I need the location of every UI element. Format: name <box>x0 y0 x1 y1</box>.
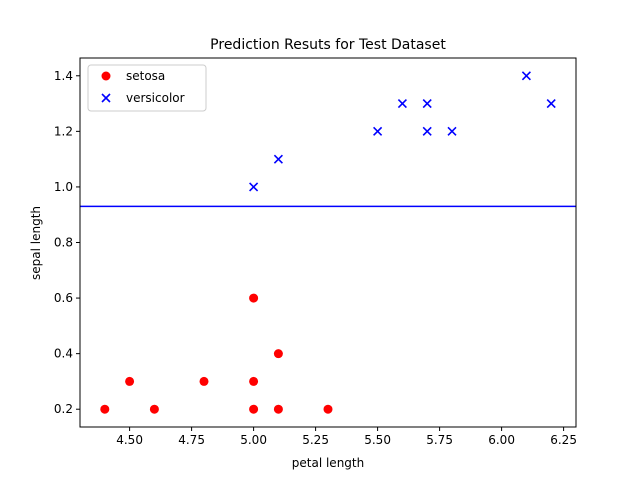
versicolor-point <box>273 154 283 164</box>
y-tick-label: 1.4 <box>54 69 73 83</box>
legend-marker-setosa <box>101 71 111 81</box>
legend-label-setosa: setosa <box>126 69 165 83</box>
setosa-point <box>323 404 333 414</box>
versicolor-point <box>546 99 556 109</box>
x-axis: 4.50 4.75 5.00 5.25 5.50 5.75 6.00 6.25 <box>116 427 577 447</box>
x-tick-label: 4.50 <box>116 433 143 447</box>
y-tick-label: 1.0 <box>54 180 73 194</box>
legend-label-versicolor: versicolor <box>126 91 185 105</box>
x-axis-label: petal length <box>292 456 364 470</box>
setosa-point <box>249 404 259 414</box>
versicolor-point <box>397 99 407 109</box>
y-tick-label: 0.8 <box>54 236 73 250</box>
chart-title: Prediction Resuts for Test Dataset <box>210 37 446 53</box>
setosa-point <box>125 376 135 386</box>
versicolor-point <box>373 126 383 136</box>
setosa-point <box>100 404 110 414</box>
x-tick-label: 6.00 <box>488 433 515 447</box>
y-tick-label: 1.2 <box>54 124 73 138</box>
setosa-point <box>199 376 209 386</box>
versicolor-point <box>422 126 432 136</box>
y-tick-label: 0.2 <box>54 402 73 416</box>
setosa-point <box>273 349 283 359</box>
x-tick-label: 4.75 <box>178 433 205 447</box>
x-tick-label: 5.75 <box>426 433 453 447</box>
y-axis-label: sepal length <box>29 206 43 280</box>
versicolor-point <box>521 71 531 81</box>
legend-box <box>87 64 207 112</box>
x-tick-label: 6.25 <box>550 433 577 447</box>
legend-marker-versicolor <box>101 93 111 103</box>
versicolor-point <box>422 99 432 109</box>
setosa-point <box>249 293 259 303</box>
plot-area <box>80 71 576 414</box>
setosa-point <box>149 404 159 414</box>
y-axis: 0.2 0.4 0.6 0.8 1.0 1.2 1.4 <box>54 69 80 416</box>
y-tick-label: 0.4 <box>54 347 73 361</box>
versicolor-point <box>447 126 457 136</box>
x-tick-label: 5.00 <box>240 433 267 447</box>
x-tick-label: 5.50 <box>364 433 391 447</box>
x-tick-label: 5.25 <box>302 433 329 447</box>
legend: setosa versicolor <box>87 64 207 112</box>
versicolor-point <box>249 182 259 192</box>
setosa-point <box>273 404 283 414</box>
setosa-point <box>249 376 259 386</box>
y-tick-label: 0.6 <box>54 291 73 305</box>
plot-frame <box>79 57 577 428</box>
